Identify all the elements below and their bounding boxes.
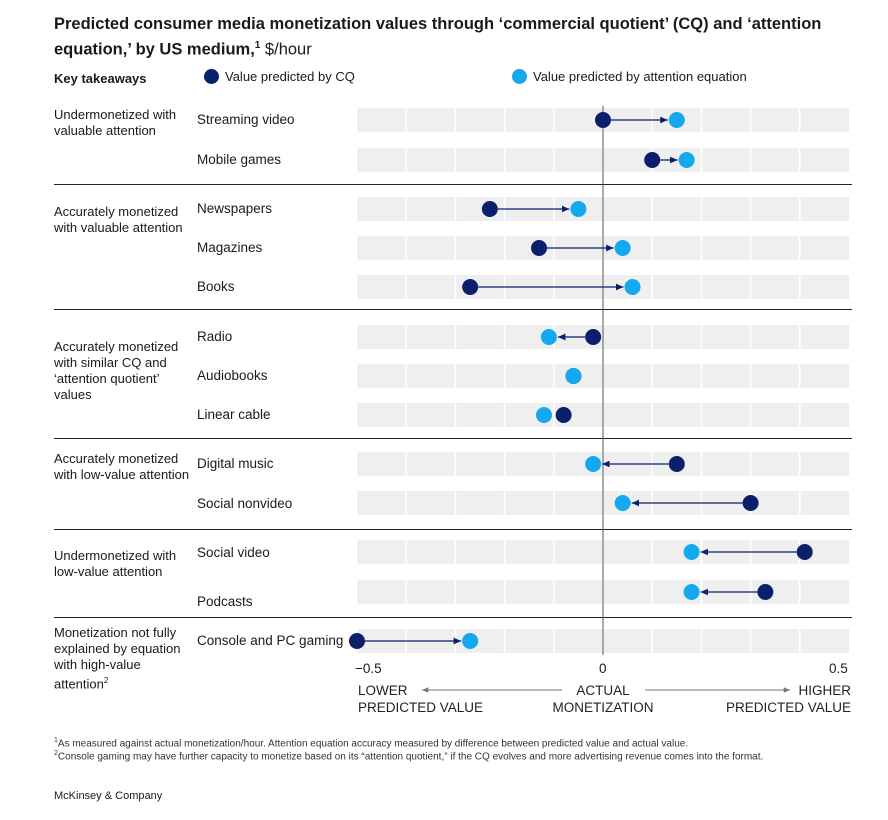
brand-logo-text: McKinsey & Company [54,790,163,802]
footnote-1-text: As measured against actual monetization/… [57,738,689,750]
change-arrows [365,116,797,645]
cq-dot [644,152,661,168]
attention-dot [678,152,695,168]
axis-caption-actual-line2: MONETIZATION [552,700,654,715]
cq-dot [757,584,774,600]
footnote-2-marker: 2 [54,750,58,757]
row-label-social-video: Social video [197,545,270,560]
cq-dot [462,279,479,295]
attention-dot [624,279,641,295]
attention-dot [614,240,631,256]
legend-attention-label: Value predicted by attention equation [533,69,747,84]
attention-dot [565,368,582,384]
axis-caption-lower-line1: LOWER [358,683,408,698]
cq-dot [349,633,365,649]
attention-dot [570,201,587,217]
axis-caption-higher-line1: HIGHER [798,683,851,698]
chart-title: Predicted consumer media monetization va… [54,14,854,61]
cq-dot [555,407,572,423]
row-label-mobile-games: Mobile games [197,152,282,167]
attention-dot [614,495,631,511]
group-label-1: Accurately monetized with valuable atten… [54,204,183,235]
attention-dot [540,329,557,345]
attention-dot [668,112,685,128]
group-label-4: Undermonetized with low-value attention [54,548,177,579]
group-label-0: Undermonetized with valuable attention [54,107,177,138]
row-label-radio: Radio [197,329,233,344]
x-tick-label: −0.5 [355,661,382,676]
value-dots [349,112,813,649]
legend-attention-marker [512,69,527,84]
group-label-5-text: Monetization not fully explained by equa… [54,625,181,692]
row-label-console-pc-gaming: Console and PC gaming [197,633,344,648]
footnote-1-marker: 1 [54,737,58,744]
cq-dot [796,544,813,560]
attention-dot [462,633,479,649]
row-label-magazines: Magazines [197,240,263,255]
row-label-podcasts: Podcasts [197,594,253,609]
legend-cq-label: Value predicted by CQ [225,69,355,84]
group-separator [54,529,852,530]
chart-title-unit: $/hour [260,40,312,59]
row-label-books: Books [197,279,235,294]
row-label-social-nonvideo: Social nonvideo [197,496,293,511]
legend-attention: Value predicted by attention equation [512,69,747,84]
axis-caption-actual-line1: ACTUAL [576,683,630,698]
legend-cq-marker [204,69,219,84]
group-label-2: Accurately monetized with similar CQ and… [54,339,179,402]
cq-dot [531,240,548,256]
group-separator [54,438,852,439]
row-label-digital-music: Digital music [197,456,274,471]
cq-dot [668,456,685,472]
group-separator [54,309,852,310]
attention-dot [683,544,700,560]
attention-dot [535,407,552,423]
cq-dot [585,329,602,345]
key-takeaways-heading: Key takeaways [54,71,147,86]
group-separator [54,184,852,185]
group-label-5-footnote-ref: 2 [103,676,109,685]
footnote-2-text: Console gaming may have further capacity… [57,751,764,763]
legend-cq: Value predicted by CQ [204,69,355,84]
cq-dot [481,201,498,217]
footnote-1: 1As measured against actual monetization… [54,737,854,749]
row-label-newspapers: Newspapers [197,201,273,216]
axis-caption-lower-line2: PREDICTED VALUE [358,700,484,715]
axis-caption-higher: HIGHER PREDICTED VALUE [700,682,851,716]
attention-dot [683,584,700,600]
x-tick-label: 0 [599,661,607,676]
row-label-audiobooks: Audiobooks [197,368,268,383]
group-separator [54,617,852,618]
x-tick-label: 0.5 [829,661,848,676]
group-label-5: Monetization not fully explained by equa… [54,625,194,692]
chart-title-footnote-ref: 1 [254,40,261,51]
attention-dot [585,456,602,472]
cq-dot [742,495,759,511]
footnote-2: 2Console gaming may have further capacit… [54,750,854,762]
row-label-streaming-video: Streaming video [197,112,295,127]
group-label-3: Accurately monetized with low-value atte… [54,451,190,482]
axis-caption-actual: ACTUAL MONETIZATION [543,682,663,716]
axis-caption-lower: LOWER PREDICTED VALUE [358,682,483,716]
row-label-linear-cable: Linear cable [197,407,271,422]
cq-dot [595,112,611,128]
chart-title-main: Predicted consumer media monetization va… [54,15,822,59]
axis-caption-higher-line2: PREDICTED VALUE [725,700,851,715]
